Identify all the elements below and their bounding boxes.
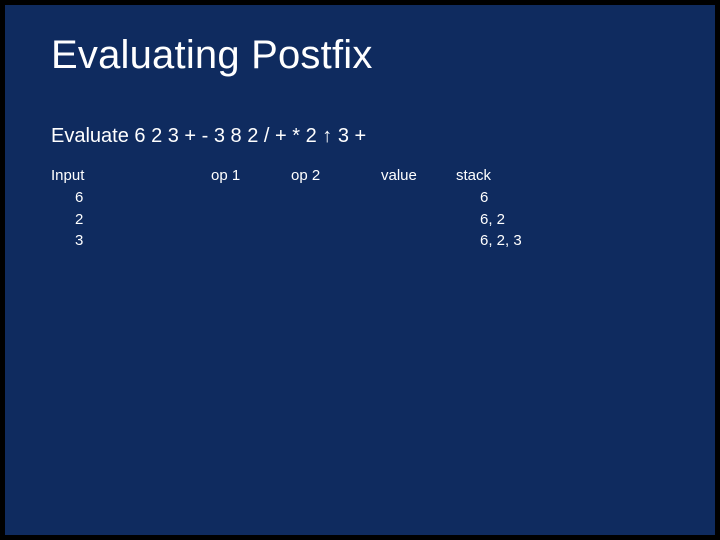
- cell-input: 2: [51, 209, 235, 231]
- table-row: 2 6, 2: [51, 209, 600, 231]
- cell-stack: 6: [480, 187, 600, 209]
- trace-table: Input op 1 op 2 value stack 6 6 2 6, 2 3…: [51, 165, 600, 252]
- table-header-row: Input op 1 op 2 value stack: [51, 165, 600, 187]
- cell-op2: [315, 230, 405, 252]
- slide: Evaluating Postfix Evaluate 6 2 3 + - 3 …: [5, 5, 715, 535]
- table-row: 3 6, 2, 3: [51, 230, 600, 252]
- cell-op1: [235, 230, 315, 252]
- cell-value: [405, 187, 480, 209]
- cell-input: 6: [51, 187, 235, 209]
- table-row: 6 6: [51, 187, 600, 209]
- cell-op1: [235, 209, 315, 231]
- cell-stack: 6, 2, 3: [480, 230, 600, 252]
- col-header-op2: op 2: [291, 165, 381, 187]
- cell-op2: [315, 209, 405, 231]
- col-header-stack: stack: [456, 165, 576, 187]
- slide-title: Evaluating Postfix: [51, 33, 373, 78]
- cell-input: 3: [51, 230, 235, 252]
- cell-op2: [315, 187, 405, 209]
- expression-text: Evaluate 6 2 3 + - 3 8 2 / + * 2 ↑ 3 +: [51, 125, 366, 148]
- cell-value: [405, 209, 480, 231]
- cell-op1: [235, 187, 315, 209]
- col-header-input: Input: [51, 165, 211, 187]
- cell-stack: 6, 2: [480, 209, 600, 231]
- col-header-value: value: [381, 165, 456, 187]
- cell-value: [405, 230, 480, 252]
- col-header-op1: op 1: [211, 165, 291, 187]
